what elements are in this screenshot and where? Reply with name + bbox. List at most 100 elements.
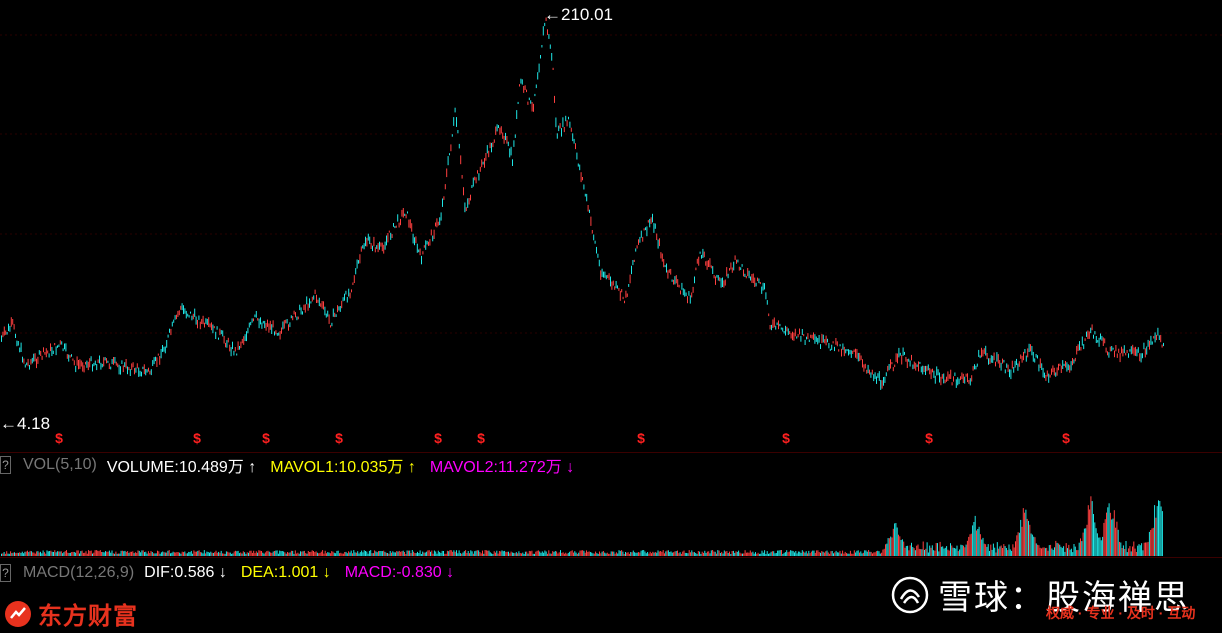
dea-value: DEA:1.001 ↓ [240, 564, 331, 581]
volume-bar [216, 552, 218, 556]
volume-bar [478, 550, 480, 556]
candle [1038, 364, 1040, 372]
candle [163, 346, 165, 352]
candle [850, 350, 852, 358]
volume-bar [474, 551, 476, 556]
candle [358, 260, 359, 264]
candle [314, 289, 316, 294]
candle [1009, 369, 1010, 378]
candle [471, 185, 473, 188]
volume-bar [162, 551, 164, 556]
volume-bar [371, 553, 373, 556]
candle [106, 358, 107, 364]
volume-bar [432, 553, 434, 556]
volume-bar [835, 550, 837, 556]
volume-bar [198, 550, 200, 556]
candle [750, 276, 751, 281]
volume-bar [436, 553, 438, 556]
volume-bar [250, 550, 252, 556]
volume-bar [342, 553, 344, 556]
candle [699, 251, 701, 254]
candle [380, 242, 382, 247]
candle [73, 360, 75, 366]
candle [624, 300, 625, 304]
macd-help-button[interactable]: ? [0, 564, 11, 582]
volume-bar [284, 552, 286, 556]
candle [836, 341, 838, 347]
candle [269, 320, 271, 330]
volume-bar [1011, 550, 1013, 556]
candle [240, 341, 242, 349]
volume-bar [961, 545, 963, 556]
candle [170, 328, 172, 336]
price-chart[interactable]: $ $ $ $ $ $ $ $ $ $ [0, 0, 1222, 452]
candle [811, 334, 813, 339]
vol-indicator-name[interactable]: VOL(5,10) [23, 456, 97, 473]
volume-bar [675, 551, 677, 556]
volume-bar [960, 544, 962, 556]
candle [451, 134, 453, 137]
volume-bar [194, 551, 196, 556]
volume-bar [1073, 544, 1075, 556]
candle [831, 344, 833, 350]
macd-indicator-name[interactable]: MACD(12,26,9) [23, 564, 135, 581]
volume-bar [37, 551, 39, 556]
candle [603, 271, 604, 278]
volume-bar [33, 552, 35, 556]
volume-bar [1106, 512, 1107, 556]
candle [799, 328, 800, 335]
volume-bar [881, 552, 883, 556]
volume-bar [645, 553, 647, 556]
candle [425, 240, 427, 250]
candle [825, 335, 827, 346]
candle [113, 357, 114, 365]
volume-bar [608, 553, 610, 556]
volume-bar [523, 554, 525, 556]
volume-bar [362, 552, 364, 556]
candle [306, 296, 308, 305]
volume-chart[interactable] [0, 478, 1222, 556]
candle [853, 349, 855, 352]
candle [906, 359, 908, 368]
volume-bar [88, 550, 90, 556]
volume-bar [385, 552, 387, 556]
candle [883, 377, 884, 386]
volume-bar [192, 553, 194, 556]
volume-bar [1111, 519, 1113, 556]
candle [537, 72, 539, 80]
candle [993, 352, 995, 361]
candle [898, 347, 900, 358]
volume-bar [1152, 527, 1154, 556]
volume-bar [283, 551, 285, 556]
volume-bar [869, 551, 871, 556]
volume-bar [29, 550, 31, 556]
volume-bar [1067, 548, 1068, 556]
candle [1021, 355, 1023, 363]
volume-bar [145, 551, 147, 556]
volume-bar [236, 551, 238, 556]
candle [1076, 346, 1078, 355]
volume-bar [1050, 544, 1052, 556]
candle [132, 362, 134, 368]
candle [201, 318, 203, 324]
candle [1142, 353, 1143, 359]
volume-bar [186, 553, 188, 556]
volume-bar [316, 552, 318, 556]
candle [680, 290, 681, 295]
candle [353, 275, 355, 283]
volume-bar [757, 552, 759, 556]
vol-help-button[interactable]: ? [0, 456, 11, 474]
candle [351, 289, 352, 293]
event-marker-icon: $ [55, 430, 63, 446]
volume-bar [714, 551, 716, 556]
volume-bar [372, 553, 374, 556]
volume-bar [1133, 541, 1135, 556]
candle [639, 236, 641, 243]
candle [17, 341, 19, 346]
candle [636, 245, 638, 249]
volume-bar [225, 551, 227, 556]
volume-bar [892, 528, 894, 556]
candle [842, 343, 844, 350]
volume-bar [184, 551, 186, 556]
volume-bar [14, 552, 15, 556]
